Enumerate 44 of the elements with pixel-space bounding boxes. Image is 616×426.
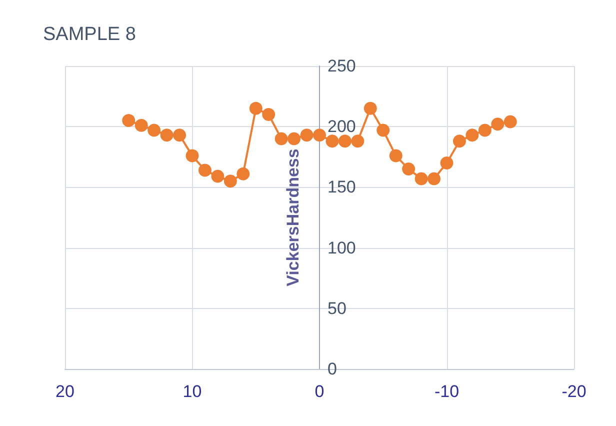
- point: [428, 172, 441, 186]
- point: [364, 102, 377, 115]
- point: [236, 167, 250, 180]
- y-tick-label: 150: [328, 178, 356, 197]
- point: [198, 164, 212, 177]
- point: [414, 172, 428, 186]
- point: [491, 118, 504, 131]
- point: [440, 156, 454, 170]
- chart-title: SAMPLE 8: [43, 24, 136, 45]
- y-tick-label: 100: [328, 238, 356, 258]
- point: [186, 149, 199, 162]
- point: [376, 124, 390, 137]
- point: [326, 134, 339, 148]
- point: [452, 134, 466, 148]
- point: [478, 124, 492, 137]
- point: [504, 115, 517, 128]
- x-tick-label: 10: [182, 382, 202, 401]
- point: [211, 170, 224, 183]
- point: [402, 162, 416, 176]
- point: [134, 118, 148, 132]
- y-tick-label: 50: [328, 298, 346, 318]
- point: [224, 174, 237, 188]
- point: [148, 124, 161, 137]
- x-tick-label: -10: [434, 382, 460, 401]
- point: [300, 128, 314, 142]
- point: [160, 128, 174, 142]
- point: [313, 128, 326, 142]
- x-tick-label: 20: [56, 382, 74, 401]
- y-axis-title: VickersHardness: [284, 148, 302, 286]
- y-tick-label: 250: [328, 56, 356, 76]
- point: [288, 132, 301, 146]
- point: [173, 128, 186, 142]
- y-tick-label: 0: [328, 360, 337, 378]
- point: [274, 132, 288, 146]
- x-tick-label: 0: [314, 382, 324, 401]
- point: [466, 128, 479, 142]
- point: [262, 108, 276, 121]
- point: [351, 134, 364, 148]
- y-tick-label: 200: [328, 117, 356, 136]
- x-tick-label: -20: [562, 382, 586, 401]
- point: [249, 102, 262, 115]
- point: [389, 149, 402, 162]
- point: [122, 114, 136, 128]
- point: [338, 134, 352, 148]
